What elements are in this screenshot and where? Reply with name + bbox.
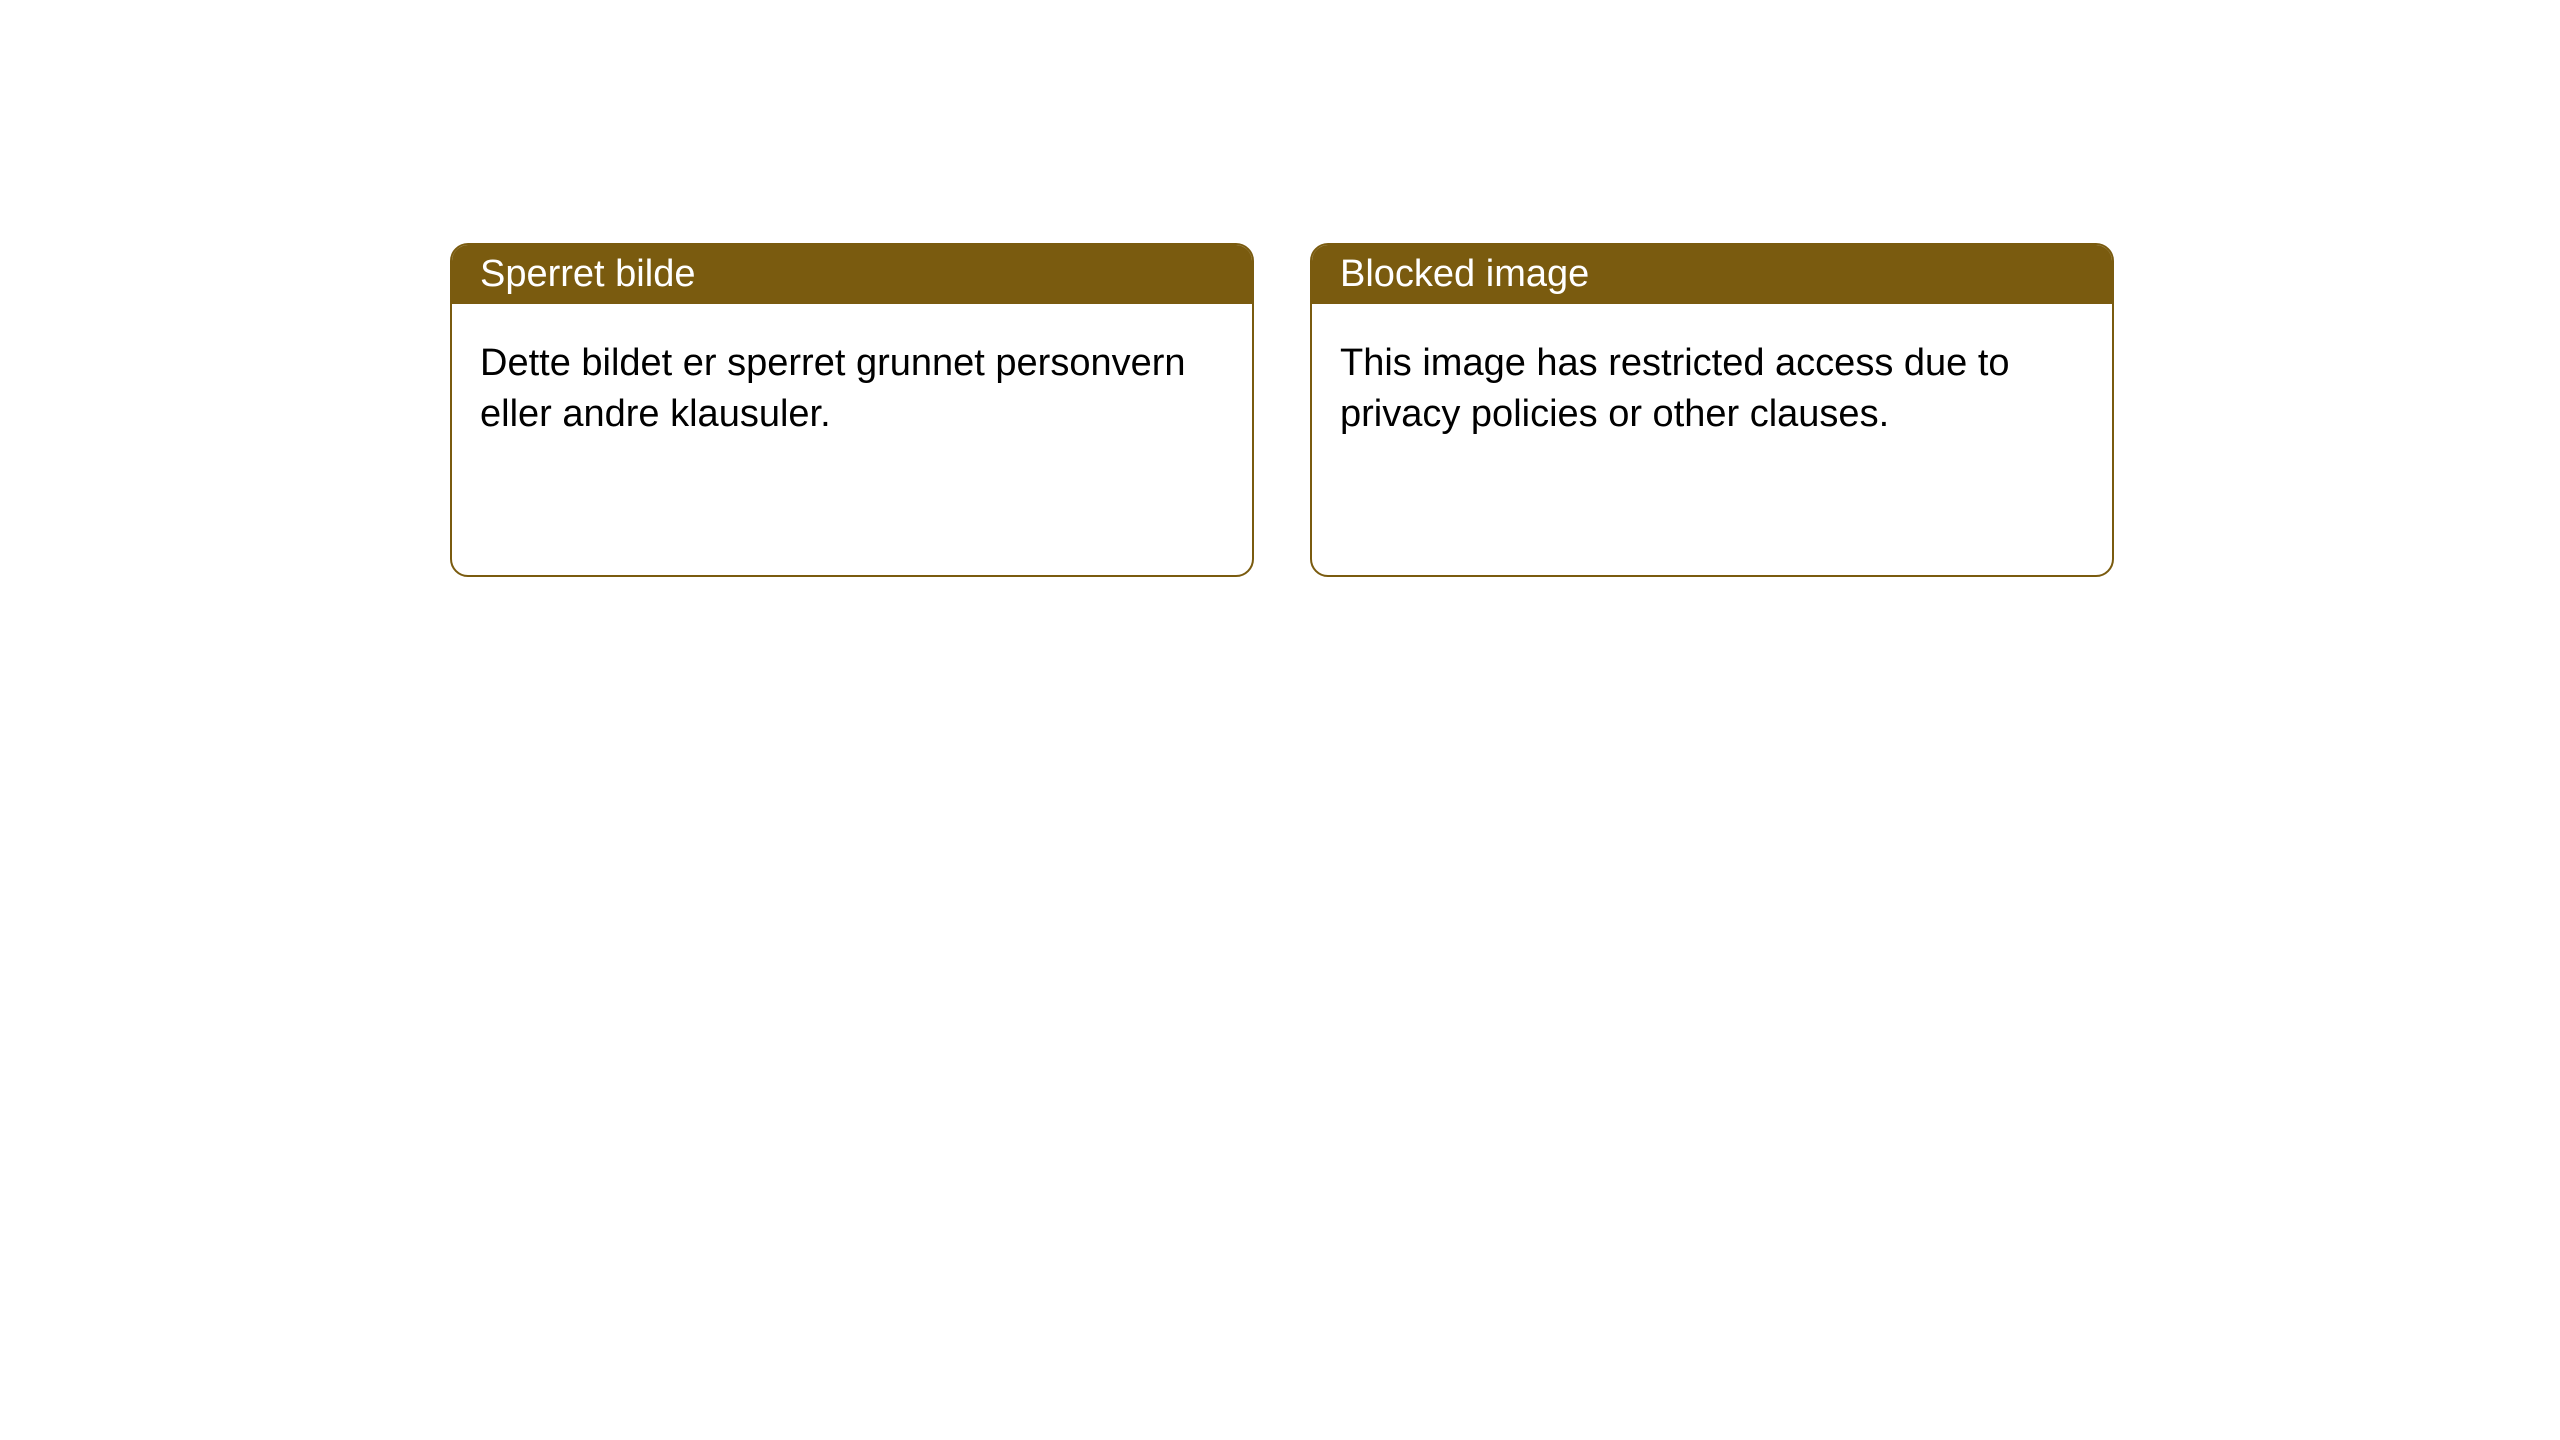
notice-card-english: Blocked image This image has restricted … — [1310, 243, 2114, 577]
notice-container: Sperret bilde Dette bildet er sperret gr… — [0, 0, 2560, 577]
card-body: Dette bildet er sperret grunnet personve… — [452, 304, 1252, 475]
card-body-text: This image has restricted access due to … — [1340, 342, 2010, 435]
card-body: This image has restricted access due to … — [1312, 304, 2112, 475]
card-title: Blocked image — [1340, 253, 1589, 295]
card-header: Sperret bilde — [452, 245, 1252, 304]
notice-card-norwegian: Sperret bilde Dette bildet er sperret gr… — [450, 243, 1254, 577]
card-title: Sperret bilde — [480, 253, 695, 295]
card-body-text: Dette bildet er sperret grunnet personve… — [480, 342, 1186, 435]
card-header: Blocked image — [1312, 245, 2112, 304]
